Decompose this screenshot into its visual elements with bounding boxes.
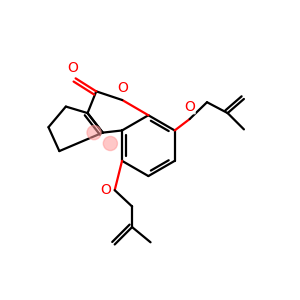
Text: O: O <box>184 100 195 114</box>
Text: O: O <box>67 61 78 75</box>
Text: O: O <box>117 81 128 94</box>
Circle shape <box>103 136 117 151</box>
Circle shape <box>87 126 101 140</box>
Text: O: O <box>100 183 112 197</box>
